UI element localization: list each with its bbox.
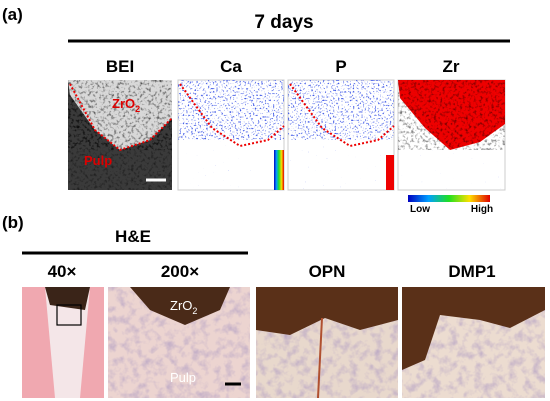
- column-label: 40×: [48, 262, 77, 281]
- column-label: Zr: [443, 57, 460, 76]
- opn-image: [256, 287, 398, 399]
- annotation-subscript: 2: [192, 306, 197, 316]
- ca-map: [177, 79, 285, 191]
- annotation-text: ZrO: [170, 298, 192, 313]
- annotation: ZrO2: [170, 298, 197, 316]
- colorbar-label: High: [471, 204, 493, 215]
- column-label: Ca: [220, 57, 242, 76]
- panel-label: (a): [2, 5, 23, 24]
- colorbar-label: Low: [410, 204, 430, 215]
- panel-title: 7 days: [254, 12, 313, 33]
- column-label: BEI: [106, 57, 134, 76]
- zr-map: [397, 79, 506, 191]
- annotation: Pulp: [84, 153, 112, 168]
- annotation: Pulp: [170, 370, 196, 385]
- bei-image: [68, 80, 172, 190]
- he-200x-image: [108, 287, 250, 398]
- dmp1-image: [402, 287, 545, 398]
- column-label: OPN: [309, 262, 346, 281]
- panel-label: (b): [2, 213, 24, 232]
- column-label: P: [335, 57, 346, 76]
- colorbar: [408, 195, 490, 202]
- column-label: 200×: [161, 262, 199, 281]
- annotation: ZrO2: [112, 96, 140, 114]
- p-map: [287, 79, 395, 191]
- annotation-text: ZrO: [112, 96, 135, 111]
- annotation-subscript: 2: [135, 104, 140, 114]
- column-label: DMP1: [448, 262, 495, 281]
- he-40x-image: [22, 287, 104, 398]
- group-label: H&E: [115, 227, 151, 246]
